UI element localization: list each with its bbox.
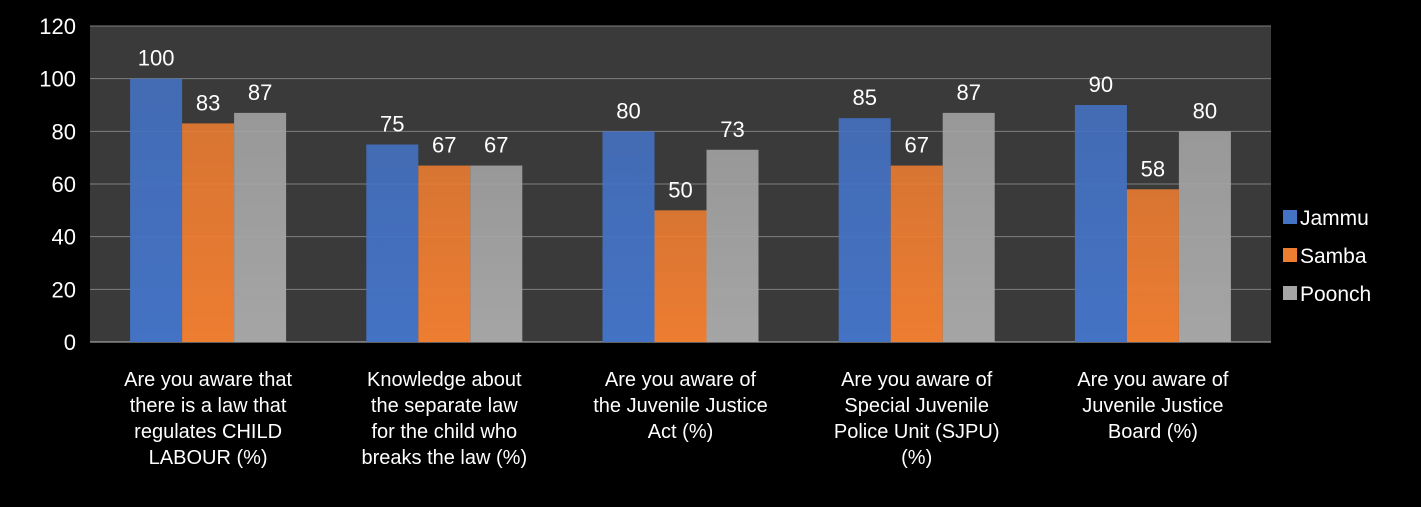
x-category-label: Police Unit (SJPU) bbox=[834, 421, 1000, 443]
y-tick-label: 60 bbox=[52, 172, 76, 197]
data-label: 67 bbox=[432, 133, 456, 158]
y-axis: 0 20 40 60 80 100 120 bbox=[39, 14, 1271, 355]
bar-poonch bbox=[706, 149, 759, 342]
data-label: 80 bbox=[1193, 98, 1217, 123]
y-tick-label: 80 bbox=[52, 119, 76, 144]
data-label: 50 bbox=[668, 177, 692, 202]
bar-jammu bbox=[1074, 105, 1127, 342]
bar-samba bbox=[1126, 189, 1179, 342]
bar-samba bbox=[654, 210, 707, 342]
bar-samba bbox=[182, 123, 235, 342]
data-label: 87 bbox=[956, 80, 980, 105]
data-label: 83 bbox=[196, 90, 220, 115]
y-tick-label: 100 bbox=[39, 67, 76, 92]
x-category-label: Are you aware of bbox=[1077, 369, 1229, 391]
bar-jammu bbox=[366, 144, 419, 342]
bar-jammu bbox=[130, 78, 183, 343]
data-label: 80 bbox=[616, 98, 640, 123]
bar-poonch bbox=[1178, 131, 1231, 342]
y-tick-label: 20 bbox=[52, 277, 76, 302]
x-category-label: Are you aware of bbox=[841, 369, 993, 391]
x-category-label: Knowledge about bbox=[367, 369, 522, 391]
x-category-label: Are you aware that bbox=[124, 369, 292, 391]
bar-poonch bbox=[942, 112, 995, 343]
bar-samba bbox=[418, 165, 471, 342]
x-category-label: for the child who bbox=[371, 421, 517, 443]
bars bbox=[130, 78, 1231, 343]
legend-swatch-samba bbox=[1283, 248, 1297, 262]
x-category-label: regulates CHILD bbox=[134, 421, 282, 443]
y-tick-label: 40 bbox=[52, 225, 76, 250]
bar-jammu bbox=[838, 118, 891, 343]
x-category-label: LABOUR (%) bbox=[149, 447, 268, 469]
legend: Jammu Samba Poonch bbox=[1283, 207, 1371, 306]
legend-label: Jammu bbox=[1300, 207, 1369, 230]
x-category-label: the Juvenile Justice bbox=[593, 395, 768, 417]
legend-label: Samba bbox=[1300, 245, 1367, 268]
x-category-label: Act (%) bbox=[648, 421, 714, 443]
bar-poonch bbox=[234, 112, 287, 343]
x-category-label: Board (%) bbox=[1108, 421, 1198, 443]
data-label: 100 bbox=[138, 46, 175, 71]
data-label: 67 bbox=[484, 133, 508, 158]
data-label: 75 bbox=[380, 112, 404, 137]
bar-jammu bbox=[602, 131, 655, 342]
legend-swatch-poonch bbox=[1283, 286, 1297, 300]
x-category-label: (%) bbox=[901, 447, 932, 469]
data-label: 90 bbox=[1089, 72, 1113, 97]
y-tick-label: 120 bbox=[39, 14, 76, 39]
x-category-label: Special Juvenile bbox=[844, 395, 989, 417]
data-label: 87 bbox=[248, 80, 272, 105]
legend-swatch-jammu bbox=[1283, 210, 1297, 224]
data-label: 67 bbox=[904, 133, 928, 158]
bar-poonch bbox=[470, 165, 523, 342]
x-category-label: breaks the law (%) bbox=[361, 447, 527, 469]
x-category-label: the separate law bbox=[371, 395, 518, 417]
x-category-label: there is a law that bbox=[130, 395, 287, 417]
data-label: 73 bbox=[720, 117, 744, 142]
y-tick-label: 0 bbox=[64, 330, 76, 355]
data-labels: 100 83 87 75 67 67 80 50 73 85 67 87 90 58 80 bbox=[138, 46, 1217, 203]
data-label: 85 bbox=[852, 85, 876, 110]
x-axis: Are you aware that there is a law that reg… bbox=[124, 369, 1229, 469]
legend-label: Poonch bbox=[1300, 283, 1371, 306]
data-label: 58 bbox=[1141, 156, 1165, 181]
bar-samba bbox=[890, 165, 943, 342]
x-category-label: Juvenile Justice bbox=[1082, 395, 1223, 417]
x-category-label: Are you aware of bbox=[605, 369, 757, 391]
